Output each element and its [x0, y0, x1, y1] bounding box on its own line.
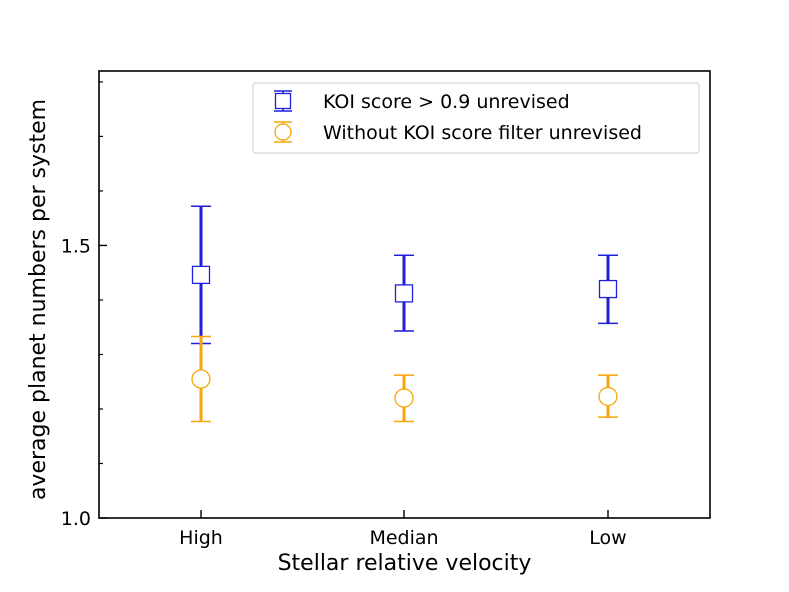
data-point-circle [598, 386, 618, 407]
legend-label: KOI score > 0.9 unrevised [323, 91, 570, 113]
data-point-square [394, 284, 414, 303]
legend-marker-square [274, 92, 292, 110]
legend-marker-circle [274, 123, 292, 141]
data-point-circle [191, 369, 211, 389]
y-axis-label: average planet numbers per system [26, 99, 51, 500]
series-koi-filtered [191, 205, 618, 345]
x-tick-label: Low [589, 527, 626, 549]
y-axis: 1.0 1.5 [61, 81, 107, 530]
x-axis-label: Stellar relative velocity [278, 551, 532, 576]
data-point-square [191, 265, 211, 285]
y-tick-label: 1.5 [61, 235, 91, 257]
legend-item: Without KOI score filter unrevised [274, 121, 642, 144]
legend-box [252, 82, 700, 154]
x-tick-label: High [179, 527, 223, 549]
x-tick-label: Median [369, 527, 438, 549]
legend: KOI score > 0.9 unrevised Without KOI sco… [252, 82, 700, 154]
legend-label: Without KOI score filter unrevised [323, 122, 642, 144]
series-layer [191, 205, 618, 423]
data-point-circle [394, 388, 414, 408]
y-tick-label: 1.0 [61, 508, 91, 530]
legend-item: KOI score > 0.9 unrevised [274, 90, 570, 113]
data-point-square [598, 279, 618, 299]
x-axis: High Median Low [179, 510, 627, 549]
series-unfiltered [191, 335, 618, 423]
